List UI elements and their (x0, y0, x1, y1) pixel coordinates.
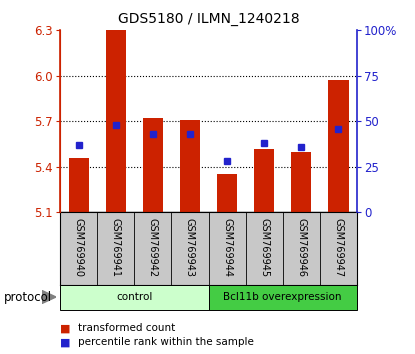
Bar (143, 118, 163, 212)
Text: GSM769943: GSM769943 (185, 218, 195, 277)
Title: GDS5180 / ILMN_1240218: GDS5180 / ILMN_1240218 (118, 12, 299, 26)
Text: ■: ■ (60, 323, 71, 333)
Text: GSM769945: GSM769945 (259, 218, 269, 277)
Polygon shape (42, 290, 56, 304)
Bar (254, 149, 274, 212)
Text: GSM769946: GSM769946 (296, 218, 306, 277)
Text: transformed count: transformed count (78, 323, 175, 333)
Text: percentile rank within the sample: percentile rank within the sample (78, 337, 254, 347)
Bar (209, 285, 357, 310)
Text: GSM769947: GSM769947 (333, 218, 343, 277)
Text: control: control (116, 292, 153, 302)
Text: GSM769940: GSM769940 (74, 218, 84, 277)
Bar (291, 152, 312, 212)
Bar (105, 30, 126, 212)
Bar (217, 175, 237, 212)
Text: protocol: protocol (4, 291, 52, 304)
Bar (68, 158, 89, 212)
Text: GSM769944: GSM769944 (222, 218, 232, 277)
Bar (60, 285, 209, 310)
Bar (180, 120, 200, 212)
Text: Bcl11b overexpression: Bcl11b overexpression (223, 292, 342, 302)
Text: GSM769941: GSM769941 (111, 218, 121, 277)
Bar (328, 80, 349, 212)
Text: GSM769942: GSM769942 (148, 218, 158, 277)
Text: ■: ■ (60, 337, 71, 347)
